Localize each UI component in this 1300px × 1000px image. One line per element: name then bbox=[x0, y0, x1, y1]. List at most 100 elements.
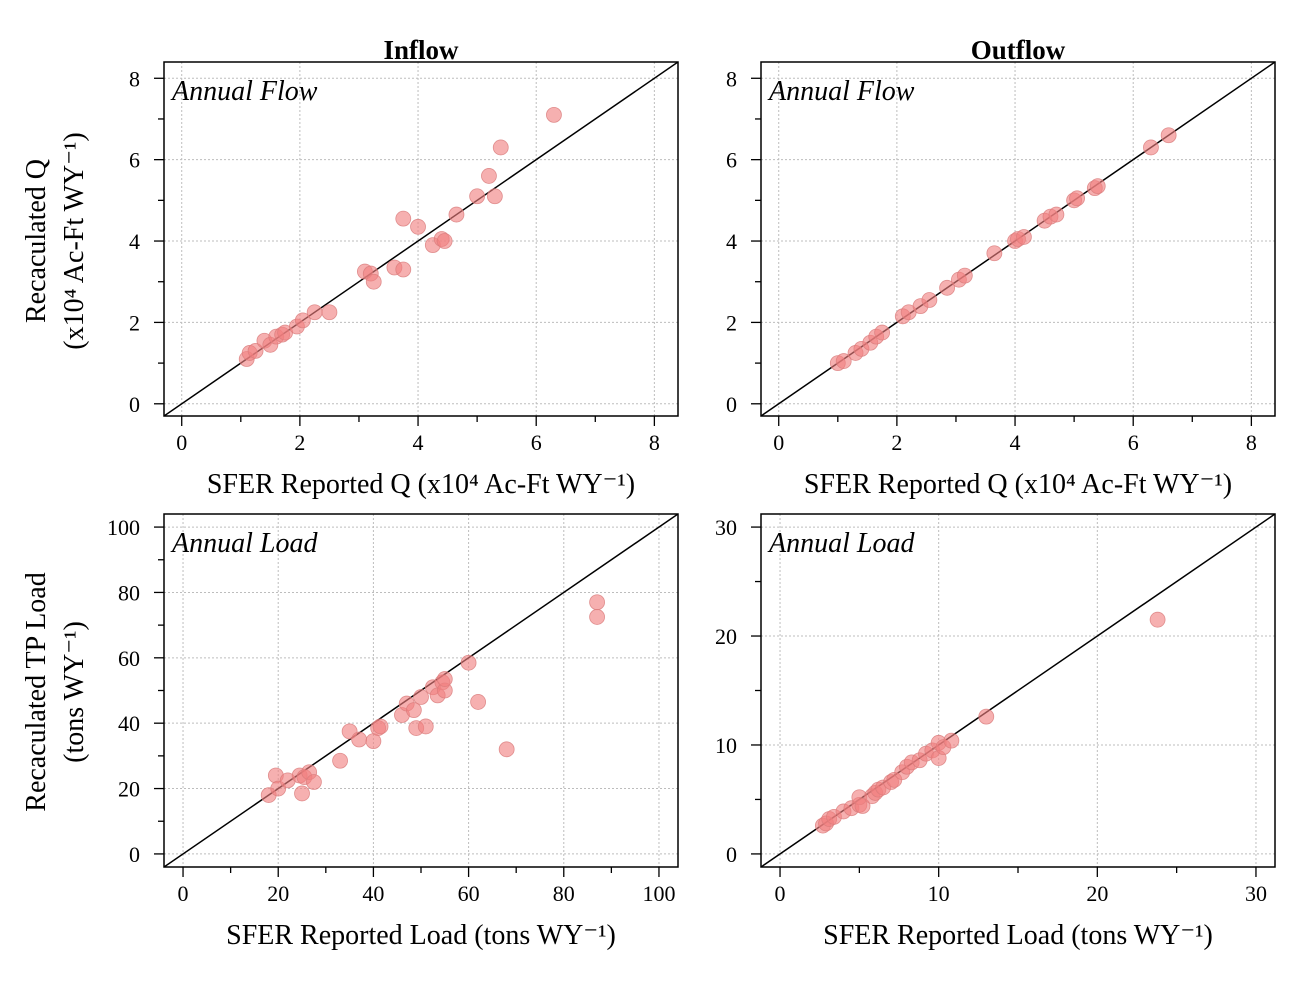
column-title-inflow: Inflow bbox=[383, 35, 459, 65]
data-point bbox=[460, 654, 477, 671]
y-tick-label: 2 bbox=[129, 310, 140, 335]
data-point bbox=[372, 718, 389, 735]
panel-inflow-flow: 0 2 4 6 8 0 2 4 6 8 Annual Flow SFER Reported Q (x1… bbox=[129, 61, 679, 500]
data-point bbox=[978, 708, 995, 725]
data-point bbox=[939, 279, 956, 296]
data-point bbox=[589, 594, 605, 611]
data-point bbox=[1048, 206, 1065, 223]
x-tick-label: 4 bbox=[413, 430, 424, 455]
x-tick-label: 60 bbox=[458, 881, 480, 906]
y-tick-label: 0 bbox=[726, 392, 737, 417]
panel-label: Annual Flow bbox=[170, 76, 318, 107]
y-tick-label: 6 bbox=[129, 148, 140, 173]
x-tick-label: 2 bbox=[891, 430, 902, 455]
y-tick-label: 10 bbox=[715, 733, 737, 758]
data-point bbox=[351, 731, 368, 748]
data-point bbox=[395, 261, 412, 278]
data-point bbox=[546, 106, 562, 123]
x-tick-label: 100 bbox=[642, 881, 675, 906]
x-tick-label: 4 bbox=[1010, 430, 1021, 455]
x-axis-label: SFER Reported Load (tons WY⁻¹) bbox=[823, 920, 1213, 951]
y-tick-label: 80 bbox=[118, 580, 140, 605]
x-tick-label: 40 bbox=[362, 881, 384, 906]
data-point bbox=[498, 741, 515, 758]
data-point bbox=[492, 139, 509, 156]
row1-ylabel-line1: Recaculated Q bbox=[21, 159, 52, 323]
x-tick-label: 20 bbox=[1086, 881, 1108, 906]
y-tick-label: 0 bbox=[129, 842, 140, 867]
x-tick-label: 8 bbox=[649, 430, 660, 455]
x-tick-label: 10 bbox=[928, 881, 950, 906]
data-point bbox=[332, 752, 348, 769]
y-tick-label: 4 bbox=[726, 229, 737, 254]
plot-frame bbox=[163, 61, 679, 417]
data-point bbox=[835, 353, 852, 369]
panel-label: Annual Load bbox=[767, 528, 915, 559]
plot-frame bbox=[760, 61, 1276, 417]
x-axis-label: SFER Reported Q (x10⁴ Ac-Ft WY⁻¹) bbox=[207, 469, 635, 500]
data-point bbox=[943, 732, 960, 749]
data-point bbox=[410, 218, 426, 235]
data-point bbox=[294, 312, 311, 329]
row2-ylabel-line2: (tons WY⁻¹) bbox=[59, 621, 90, 763]
x-axis-label: SFER Reported Q (x10⁴ Ac-Ft WY⁻¹) bbox=[804, 469, 1232, 500]
data-point bbox=[956, 267, 973, 284]
x-tick-label: 20 bbox=[267, 881, 289, 906]
data-point bbox=[413, 689, 429, 705]
data-point bbox=[395, 210, 412, 227]
y-tick-label: 100 bbox=[107, 515, 140, 540]
data-point bbox=[365, 273, 382, 290]
x-tick-label: 0 bbox=[773, 430, 784, 455]
data-point bbox=[469, 188, 486, 205]
data-point bbox=[417, 718, 434, 735]
row2-ylabel-line1: Recaculated TP Load bbox=[21, 572, 52, 811]
x-tick-label: 8 bbox=[1246, 430, 1257, 455]
x-tick-label: 2 bbox=[294, 430, 305, 455]
data-point bbox=[294, 785, 310, 802]
x-tick-label: 0 bbox=[178, 881, 189, 906]
data-point bbox=[436, 671, 453, 687]
y-tick-label: 20 bbox=[118, 777, 140, 802]
data-point bbox=[405, 702, 422, 719]
y-tick-label: 0 bbox=[129, 392, 140, 417]
row1-ylabel-line2: (x10⁴ Ac-Ft WY⁻¹) bbox=[59, 132, 90, 350]
y-tick-label: 8 bbox=[129, 66, 140, 91]
data-point bbox=[481, 168, 497, 184]
x-tick-label: 30 bbox=[1245, 881, 1267, 906]
data-point bbox=[921, 292, 938, 308]
data-point bbox=[1069, 190, 1085, 207]
y-tick-label: 60 bbox=[118, 646, 140, 671]
y-tick-label: 20 bbox=[715, 624, 737, 649]
data-point bbox=[854, 798, 871, 814]
data-point bbox=[1016, 229, 1032, 245]
data-point bbox=[986, 245, 1003, 262]
data-point bbox=[874, 324, 891, 341]
y-tick-label: 40 bbox=[118, 711, 140, 736]
data-point bbox=[436, 233, 453, 249]
x-tick-label: 6 bbox=[531, 430, 542, 455]
data-point bbox=[306, 304, 323, 321]
panel-label: Annual Flow bbox=[767, 76, 915, 107]
y-tick-label: 8 bbox=[726, 66, 737, 91]
y-tick-label: 30 bbox=[715, 515, 737, 540]
data-point bbox=[321, 304, 338, 321]
x-tick-label: 0 bbox=[775, 881, 786, 906]
data-point bbox=[1143, 139, 1159, 156]
data-point bbox=[247, 342, 264, 359]
panel-outflow-load: 0 10 20 30 0 10 20 30 Annual Load SFER Reported L… bbox=[715, 513, 1276, 951]
data-point bbox=[1089, 178, 1106, 195]
column-title-outflow: Outflow bbox=[971, 35, 1066, 65]
y-tick-label: 4 bbox=[129, 229, 140, 254]
x-tick-label: 0 bbox=[176, 430, 187, 455]
panel-outflow-flow: 0 2 4 6 8 0 2 4 6 8 Annual Flow SFER Reported Q (x1… bbox=[726, 61, 1276, 500]
y-tick-label: 2 bbox=[726, 310, 737, 335]
data-point bbox=[306, 774, 322, 790]
data-point bbox=[486, 188, 503, 205]
data-point bbox=[589, 609, 605, 625]
y-tick-label: 6 bbox=[726, 148, 737, 173]
data-point bbox=[470, 694, 487, 710]
y-tick-label: 0 bbox=[726, 842, 737, 867]
panel-inflow-load: 0 20 40 60 80 100 0 20 40 60 80 100 Annual Load SFER … bbox=[107, 513, 679, 951]
x-tick-label: 80 bbox=[553, 881, 575, 906]
